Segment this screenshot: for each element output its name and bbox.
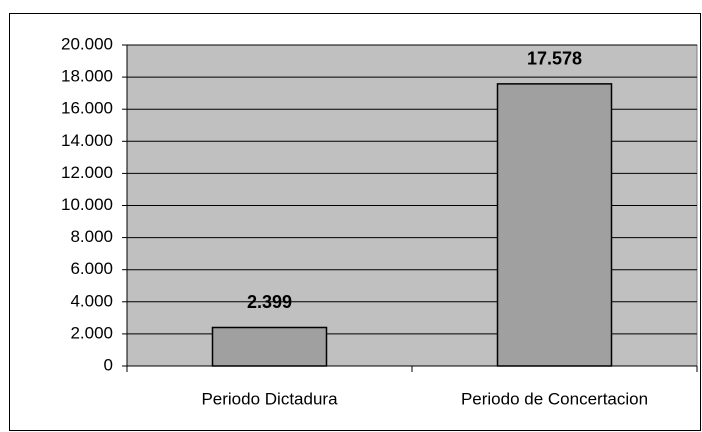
x-tick-label: Periodo Dictadura (201, 389, 338, 408)
y-tick-label: 8.000 (70, 227, 113, 246)
bar (211, 326, 328, 367)
x-tick-label: Periodo de Concertacion (461, 389, 648, 408)
y-tick-label: 6.000 (70, 259, 113, 278)
y-tick-label: 0 (104, 355, 113, 374)
value-label: 17.578 (527, 49, 582, 69)
y-tick-label: 18.000 (61, 67, 113, 86)
y-tick-label: 20.000 (61, 34, 113, 53)
y-tick-label: 14.000 (61, 131, 113, 150)
y-tick-label: 16.000 (61, 99, 113, 118)
value-label: 2.399 (247, 292, 292, 312)
y-tick-label: 12.000 (61, 163, 113, 182)
bar (496, 83, 613, 367)
y-tick-label: 4.000 (70, 291, 113, 310)
y-tick-label: 10.000 (61, 195, 113, 214)
y-tick-label: 2.000 (70, 323, 113, 342)
